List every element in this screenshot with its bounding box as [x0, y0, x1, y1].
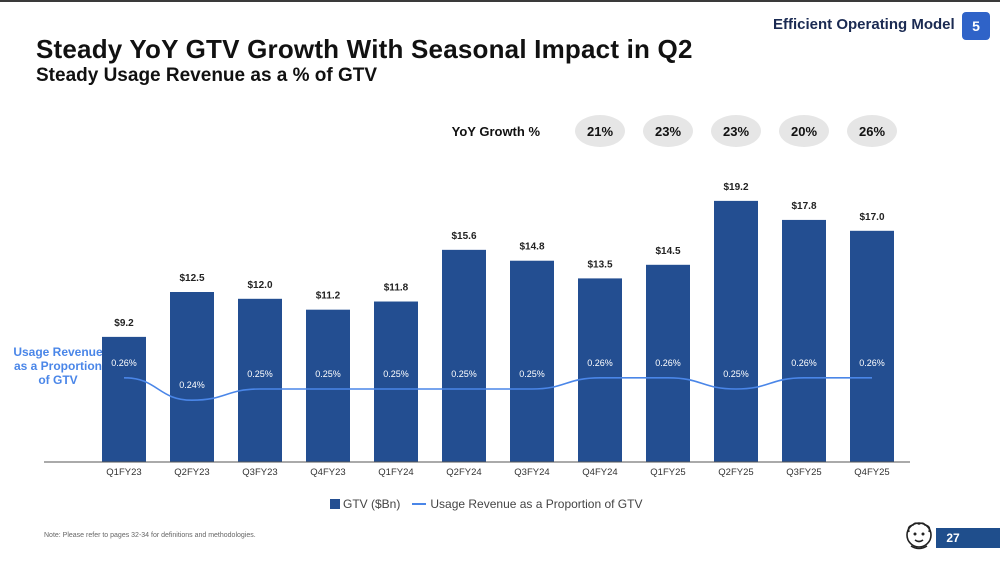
bar-value-label: $17.0	[859, 212, 884, 223]
yoy-growth-label: YoY Growth %	[452, 124, 541, 139]
bar-value-label: $11.2	[316, 291, 341, 302]
legend-line-label: Usage Revenue as a Proportion of GTV	[430, 497, 643, 511]
yoy-growth-pill	[575, 115, 625, 147]
x-tick-label: Q3FY24	[514, 467, 549, 478]
bar-series	[102, 200, 894, 462]
x-tick-label: Q1FY24	[378, 467, 413, 478]
page-number: 27	[936, 528, 970, 548]
line-series	[123, 377, 872, 402]
bar	[442, 249, 486, 462]
bar-value-label: $15.6	[451, 231, 476, 242]
x-tick-label: Q2FY23	[174, 467, 209, 478]
yoy-growth-value: 20%	[791, 124, 817, 139]
line-series-side-label: Usage Revenue as a Proportion of GTV	[13, 345, 103, 387]
bar	[510, 260, 554, 462]
line-value-label: 0.26%	[791, 358, 817, 368]
x-tick-label: Q3FY25	[786, 467, 821, 478]
footer-accent-bar	[970, 528, 1000, 548]
line-value-label: 0.26%	[859, 358, 885, 368]
legend-bar-swatch	[330, 499, 340, 509]
bar-value-label: $13.5	[587, 259, 612, 270]
legend-bar-label: GTV ($Bn)	[343, 497, 401, 511]
x-tick-label: Q2FY25	[718, 467, 753, 478]
footnote: Note: Please refer to pages 32-34 for de…	[44, 532, 256, 539]
x-tick-label: Q1FY25	[650, 467, 685, 478]
bar	[714, 200, 758, 462]
yoy-growth-row: YoY Growth % 21% 23% 23% 20% 26%	[452, 115, 897, 147]
line-value-labels: 0.26% 0.24% 0.25% 0.25% 0.25% 0.25% 0.25% 0.26%…	[111, 358, 885, 390]
bar	[646, 264, 690, 462]
bar-value-label: $12.5	[179, 273, 204, 284]
yoy-growth-value: 23%	[723, 124, 749, 139]
x-tick-label: Q3FY23	[242, 467, 277, 478]
line-value-label: 0.25%	[723, 369, 749, 379]
bar	[238, 298, 282, 462]
yoy-growth-pill	[643, 115, 693, 147]
bar-value-label: $19.2	[723, 182, 748, 193]
page-title: Steady YoY GTV Growth With Seasonal Impa…	[36, 34, 693, 64]
bar	[374, 301, 418, 462]
bar	[306, 309, 350, 462]
yoy-growth-pill	[779, 115, 829, 147]
bar	[850, 230, 894, 462]
x-tick-label: Q4FY23	[310, 467, 345, 478]
line-value-label: 0.25%	[247, 369, 273, 379]
yoy-growth-pill	[711, 115, 761, 147]
line-value-label: 0.25%	[451, 369, 477, 379]
bar-value-label: $17.8	[791, 201, 816, 212]
x-tick-label: Q4FY24	[582, 467, 617, 478]
section-tag: Efficient Operating Model	[773, 16, 955, 33]
bar	[170, 292, 214, 462]
section-number-badge: 5	[962, 12, 990, 40]
bar-value-labels: $9.2 $12.5 $12.0 $11.2 $11.8 $15.6 $14.8 $13.5 $…	[114, 182, 885, 329]
bar	[102, 336, 146, 462]
bar	[578, 278, 622, 462]
line-value-label: 0.25%	[383, 369, 409, 379]
line-value-label: 0.25%	[519, 369, 545, 379]
bar-value-label: $14.8	[519, 242, 544, 253]
usage-revenue-line	[123, 377, 872, 402]
x-axis: Q1FY23 Q2FY23 Q3FY23 Q4FY23 Q1FY24 Q2FY24 Q3FY…	[44, 461, 910, 478]
lion-mascot-icon	[906, 522, 932, 550]
yoy-growth-pill	[847, 115, 897, 147]
page-subtitle: Steady Usage Revenue as a % of GTV	[36, 65, 378, 86]
bar-value-label: $11.8	[384, 283, 409, 294]
bar-value-label: $12.0	[247, 280, 272, 291]
yoy-growth-value: 26%	[859, 124, 885, 139]
chart-legend: GTV ($Bn) Usage Revenue as a Proportion …	[330, 496, 642, 512]
bar	[782, 219, 826, 462]
yoy-growth-value: 23%	[655, 124, 681, 139]
line-value-label: 0.26%	[587, 358, 613, 368]
line-value-label: 0.25%	[315, 369, 341, 379]
yoy-growth-value: 21%	[587, 124, 613, 139]
legend-line-swatch	[412, 503, 427, 505]
top-border	[0, 0, 1000, 2]
line-value-label: 0.26%	[111, 358, 137, 368]
bar-value-label: $14.5	[655, 246, 680, 257]
line-value-label: 0.24%	[179, 380, 205, 390]
x-tick-label: Q2FY24	[446, 467, 481, 478]
x-tick-label: Q4FY25	[854, 467, 889, 478]
x-tick-label: Q1FY23	[106, 467, 141, 478]
bar-value-label: $9.2	[114, 318, 134, 329]
line-value-label: 0.26%	[655, 358, 681, 368]
